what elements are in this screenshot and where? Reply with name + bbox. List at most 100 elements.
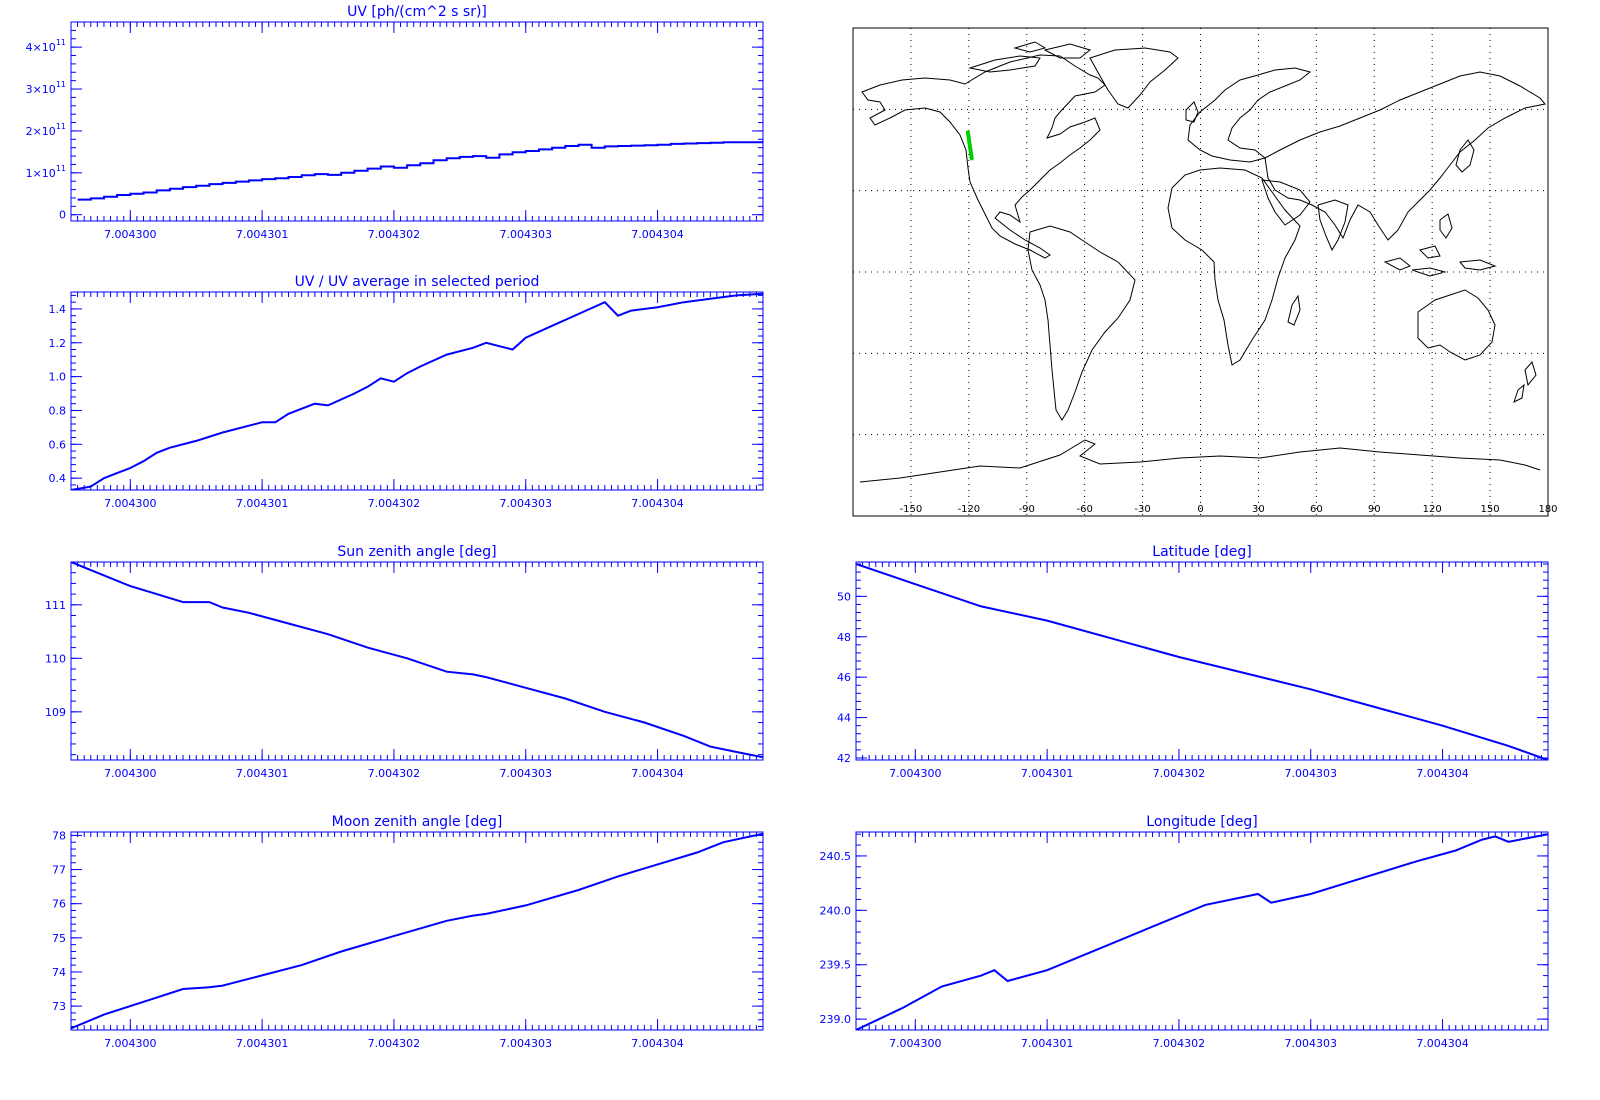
x-tick-label: 7.004304 xyxy=(631,497,684,510)
y-tick-label: 0 xyxy=(59,209,66,222)
coastline-australia xyxy=(1417,289,1496,361)
coastline-indonesia xyxy=(1383,213,1497,277)
x-tick-label: 7.004301 xyxy=(1021,1037,1074,1050)
plot-title: Moon zenith angle [deg] xyxy=(332,814,503,830)
y-tick-label: 1.4 xyxy=(49,303,67,316)
plot-panel: UV / UV average in selected period 7.0043… xyxy=(49,274,764,510)
y-tick-label: 76 xyxy=(52,898,66,911)
y-tick-label: 0.6 xyxy=(49,438,67,451)
y-tick-label: 78 xyxy=(52,829,66,842)
y-tick-label: 77 xyxy=(52,864,66,877)
x-tick-label: 7.004302 xyxy=(368,1037,421,1050)
plot-frame xyxy=(70,291,764,491)
x-tick-label: 7.004304 xyxy=(631,228,684,241)
y-tick-label: 73 xyxy=(52,1000,66,1013)
coastlines xyxy=(859,41,1546,483)
x-tick-label: 7.004300 xyxy=(104,767,157,780)
coastline-south-america xyxy=(1027,225,1136,421)
map-lon-label: 180 xyxy=(1538,504,1557,515)
x-tick-label: 7.004302 xyxy=(1153,767,1206,780)
x-tick-label: 7.004304 xyxy=(1416,767,1469,780)
x-tick-label: 7.004304 xyxy=(631,1037,684,1050)
plot-title: UV [ph/(cm^2 s sr)] xyxy=(347,4,487,20)
y-tick-label: 4×1011 xyxy=(26,38,66,54)
plot-frame xyxy=(855,831,1549,1031)
satellite-track xyxy=(965,130,974,161)
y-tick-label: 44 xyxy=(837,712,851,725)
plot-title: Latitude [deg] xyxy=(1152,544,1251,560)
map-lon-label: -60 xyxy=(1076,504,1092,515)
world-map-panel: -150 -120 -90 -60 -30 0 30 60 90 120 150 180 xyxy=(852,27,1558,517)
y-tick-label: 46 xyxy=(837,671,851,684)
map-lon-ticks: -150 -120 -90 -60 -30 0 30 60 90 120 150 180 xyxy=(900,504,1558,515)
coastline-greenland xyxy=(1089,47,1179,109)
plot-title: UV / UV average in selected period xyxy=(295,274,540,290)
plot-panel: Moon zenith angle [deg] 7.004300 7.004301 7… xyxy=(52,814,764,1050)
x-tick-label: 7.004301 xyxy=(236,228,289,241)
map-lon-label: -90 xyxy=(1019,504,1035,515)
coastline-new-zealand xyxy=(1513,360,1537,403)
y-tick-label: 74 xyxy=(52,966,66,979)
y-tick-label: 109 xyxy=(45,706,66,719)
coastline-japan xyxy=(1455,139,1475,173)
coastline-arabia xyxy=(1261,179,1311,226)
x-tick-label: 7.004300 xyxy=(104,228,157,241)
map-lon-label: -150 xyxy=(900,504,923,515)
plot-panel: Longitude [deg] 7.004300 7.004301 7.004302 7… xyxy=(820,814,1549,1050)
x-tick-label: 7.004302 xyxy=(1153,1037,1206,1050)
series-line xyxy=(71,562,763,759)
map-lon-label: 60 xyxy=(1310,504,1323,515)
x-tick-label: 7.004304 xyxy=(1416,1037,1469,1050)
map-lon-label: 120 xyxy=(1423,504,1442,515)
coastline-africa xyxy=(1167,167,1301,366)
plot-panel: Sun zenith angle [deg] 7.004300 7.004301 7.… xyxy=(45,544,764,780)
coastline-madagascar xyxy=(1287,294,1301,326)
plot-panels: UV [ph/(cm^2 s sr)] 7.004300 7.004301 7.004… xyxy=(26,4,1549,1050)
x-tick-label: 7.004302 xyxy=(368,767,421,780)
x-tick-label: 7.004302 xyxy=(368,228,421,241)
map-lon-label: 150 xyxy=(1481,504,1500,515)
x-tick-label: 7.004302 xyxy=(368,497,421,510)
plot-frame xyxy=(70,561,764,761)
y-tick-label: 2×1011 xyxy=(26,122,66,138)
y-tick-label: 240.5 xyxy=(820,850,852,863)
series-line xyxy=(71,292,763,490)
map-lon-label: -120 xyxy=(957,504,980,515)
y-tick-label: 0.8 xyxy=(49,404,67,417)
y-tick-label: 0.4 xyxy=(49,472,67,485)
plot-frame xyxy=(70,21,764,222)
coastline-north-america xyxy=(861,54,1106,259)
plot-panel: UV [ph/(cm^2 s sr)] 7.004300 7.004301 7.004… xyxy=(26,4,764,241)
y-tick-label: 42 xyxy=(837,752,851,765)
x-tick-label: 7.004303 xyxy=(499,228,552,241)
y-tick-label: 110 xyxy=(45,652,66,665)
series-line xyxy=(856,833,1548,1030)
y-tick-label: 50 xyxy=(837,590,851,603)
map-lon-label: 0 xyxy=(1197,504,1203,515)
coastline-arctic-islands xyxy=(968,41,1092,73)
y-tick-label: 240.0 xyxy=(820,904,852,917)
track-segment xyxy=(965,130,974,161)
x-tick-label: 7.004304 xyxy=(631,767,684,780)
y-tick-label: 111 xyxy=(45,599,66,612)
coastline-antarctica xyxy=(859,439,1541,483)
y-tick-label: 1.0 xyxy=(49,371,67,384)
series-line xyxy=(77,140,763,201)
x-tick-label: 7.004301 xyxy=(236,767,289,780)
coastline-india xyxy=(1317,199,1349,252)
coastline-asia xyxy=(1264,71,1546,241)
x-tick-label: 7.004303 xyxy=(499,767,552,780)
x-tick-label: 7.004300 xyxy=(889,1037,942,1050)
x-tick-label: 7.004303 xyxy=(1284,1037,1337,1050)
x-tick-label: 7.004300 xyxy=(104,1037,157,1050)
series-line xyxy=(856,563,1548,760)
map-frame xyxy=(852,27,1549,517)
map-lon-label: -30 xyxy=(1134,504,1150,515)
coastline-europe xyxy=(1187,67,1312,163)
map-lon-label: 30 xyxy=(1252,504,1265,515)
x-tick-label: 7.004300 xyxy=(104,497,157,510)
x-tick-label: 7.004303 xyxy=(1284,767,1337,780)
y-tick-label: 48 xyxy=(837,631,851,644)
x-tick-label: 7.004301 xyxy=(236,497,289,510)
